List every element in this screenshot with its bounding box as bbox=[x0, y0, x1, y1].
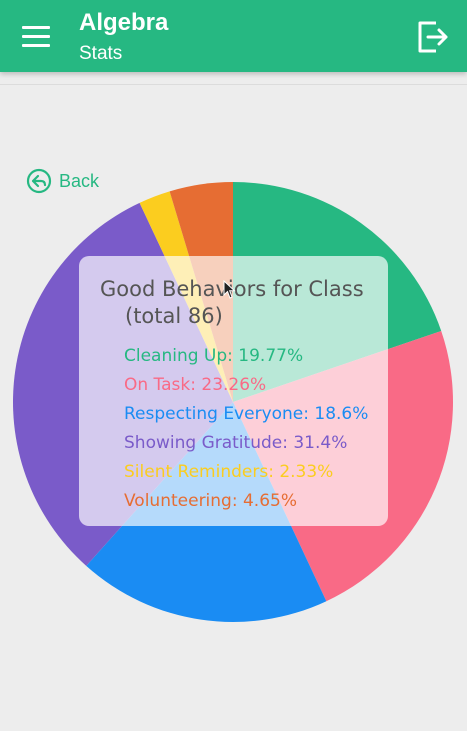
chart-title: Good Behaviors for Class (total 86) bbox=[100, 276, 380, 330]
legend-item-respecting-everyone: Respecting Everyone: 18.6% bbox=[124, 404, 369, 424]
logout-icon[interactable] bbox=[415, 19, 451, 55]
page-title: Algebra bbox=[79, 9, 169, 36]
legend-item-volunteering: Volunteering: 4.65% bbox=[124, 491, 297, 511]
legend-item-silent-reminders: Silent Reminders: 2.33% bbox=[124, 462, 334, 482]
page-subtitle: Stats bbox=[79, 43, 123, 64]
back-arrow-icon bbox=[26, 168, 52, 194]
chart-total: (total 86) bbox=[125, 304, 223, 328]
chart-legend: Cleaning Up: 19.77% On Task: 23.26% Respec… bbox=[124, 342, 368, 516]
hamburger-menu-icon[interactable] bbox=[22, 26, 50, 48]
back-button[interactable]: Back bbox=[26, 168, 99, 194]
chart-legend-card: Good Behaviors for Class (total 86) Clea… bbox=[79, 256, 388, 526]
legend-item-on-task: On Task: 23.26% bbox=[124, 375, 267, 395]
app-bar: Algebra Stats bbox=[0, 0, 467, 72]
mouse-cursor-icon bbox=[223, 280, 236, 299]
legend-item-cleaning-up: Cleaning Up: 19.77% bbox=[124, 346, 304, 366]
legend-item-showing-gratitude: Showing Gratitude: 31.4% bbox=[124, 433, 348, 453]
back-label: Back bbox=[59, 170, 100, 191]
divider bbox=[0, 84, 467, 85]
